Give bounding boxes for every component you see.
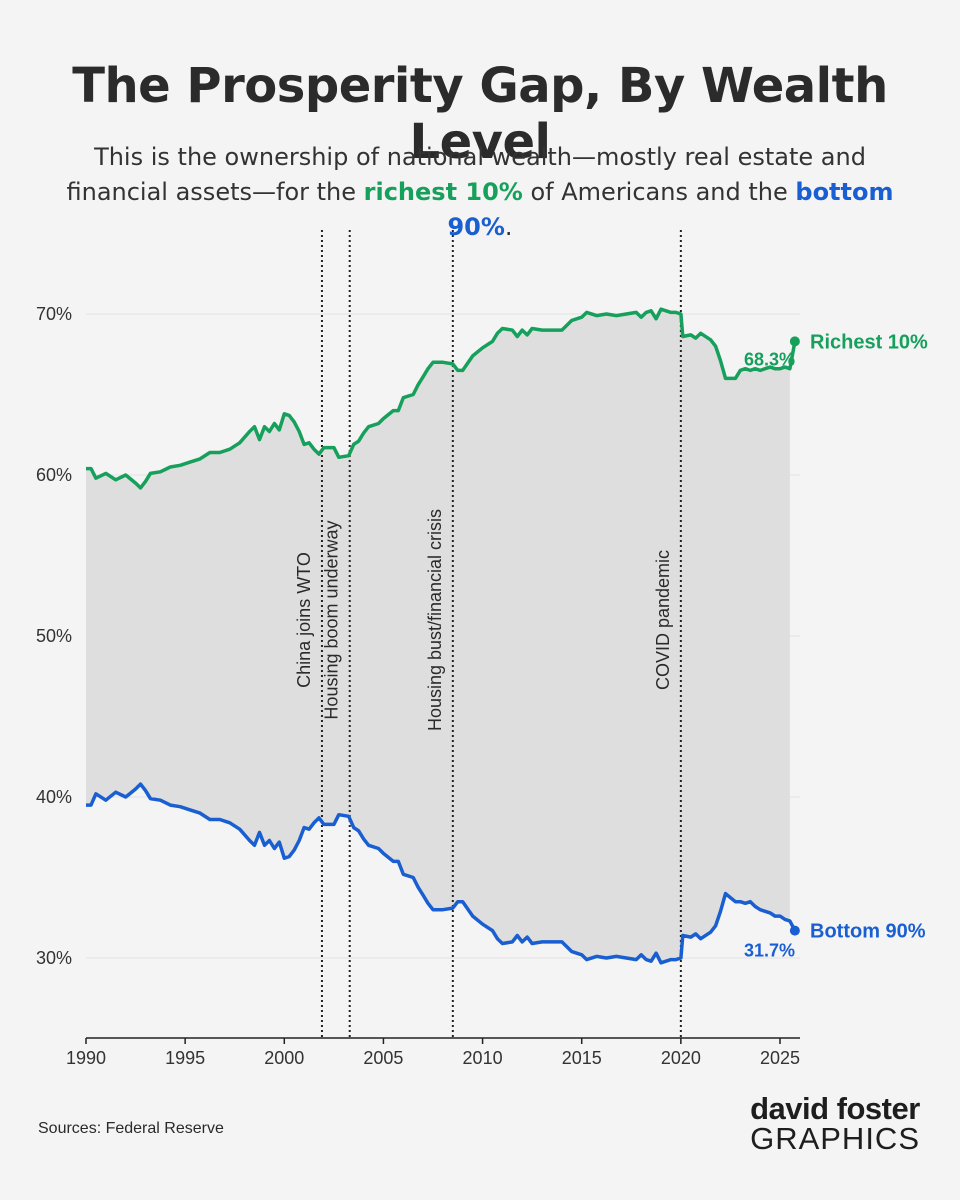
richest-value-label: 68.3% bbox=[744, 349, 795, 369]
bottom-endpoint bbox=[789, 925, 800, 936]
y-tick-label: 70% bbox=[36, 304, 72, 324]
event-label: China joins WTO bbox=[294, 552, 314, 688]
y-tick-label: 60% bbox=[36, 465, 72, 485]
event-label: Housing boom underway bbox=[322, 520, 342, 719]
bottom-value-label: 31.7% bbox=[744, 941, 795, 961]
bottom-line bbox=[86, 782, 797, 965]
subtitle-text-2: of Americans and the bbox=[522, 178, 796, 206]
gap-area bbox=[86, 309, 790, 963]
brand-name: david foster bbox=[750, 1091, 920, 1126]
subtitle-bottom: bottom 90% bbox=[447, 178, 894, 241]
x-tick-label: 2010 bbox=[463, 1048, 503, 1068]
subtitle-text-1: This is the ownership of national wealth… bbox=[66, 143, 866, 206]
chart-subtitle: This is the ownership of national wealth… bbox=[40, 140, 920, 245]
y-tick-label: 40% bbox=[36, 787, 72, 807]
event-label: COVID pandemic bbox=[653, 550, 673, 690]
brand-graphics: GRAPHICS bbox=[750, 1121, 920, 1156]
bottom-legend-label: Bottom 90% bbox=[810, 921, 926, 943]
event-label: Housing bust/financial crisis bbox=[425, 509, 445, 731]
richest-endpoint bbox=[789, 336, 800, 347]
x-tick-label: 2025 bbox=[760, 1048, 800, 1068]
x-tick-label: 2000 bbox=[264, 1048, 304, 1068]
y-tick-label: 30% bbox=[36, 948, 72, 968]
x-tick-label: 2005 bbox=[363, 1048, 403, 1068]
richest-line bbox=[86, 307, 797, 490]
richest-legend-label: Richest 10% bbox=[810, 331, 928, 353]
subtitle-richest: richest 10% bbox=[363, 178, 523, 206]
subtitle-text-3: . bbox=[504, 213, 513, 241]
x-tick-label: 1990 bbox=[66, 1048, 106, 1068]
y-tick-label: 50% bbox=[36, 626, 72, 646]
brand-logo: david foster GRAPHICS bbox=[750, 1091, 920, 1156]
x-tick-label: 2020 bbox=[661, 1048, 701, 1068]
x-tick-label: 2015 bbox=[562, 1048, 602, 1068]
source-note: Sources: Federal Reserve bbox=[38, 1120, 224, 1137]
x-tick-label: 1995 bbox=[165, 1048, 205, 1068]
chart-title: The Prosperity Gap, By Wealth Level bbox=[72, 58, 888, 170]
